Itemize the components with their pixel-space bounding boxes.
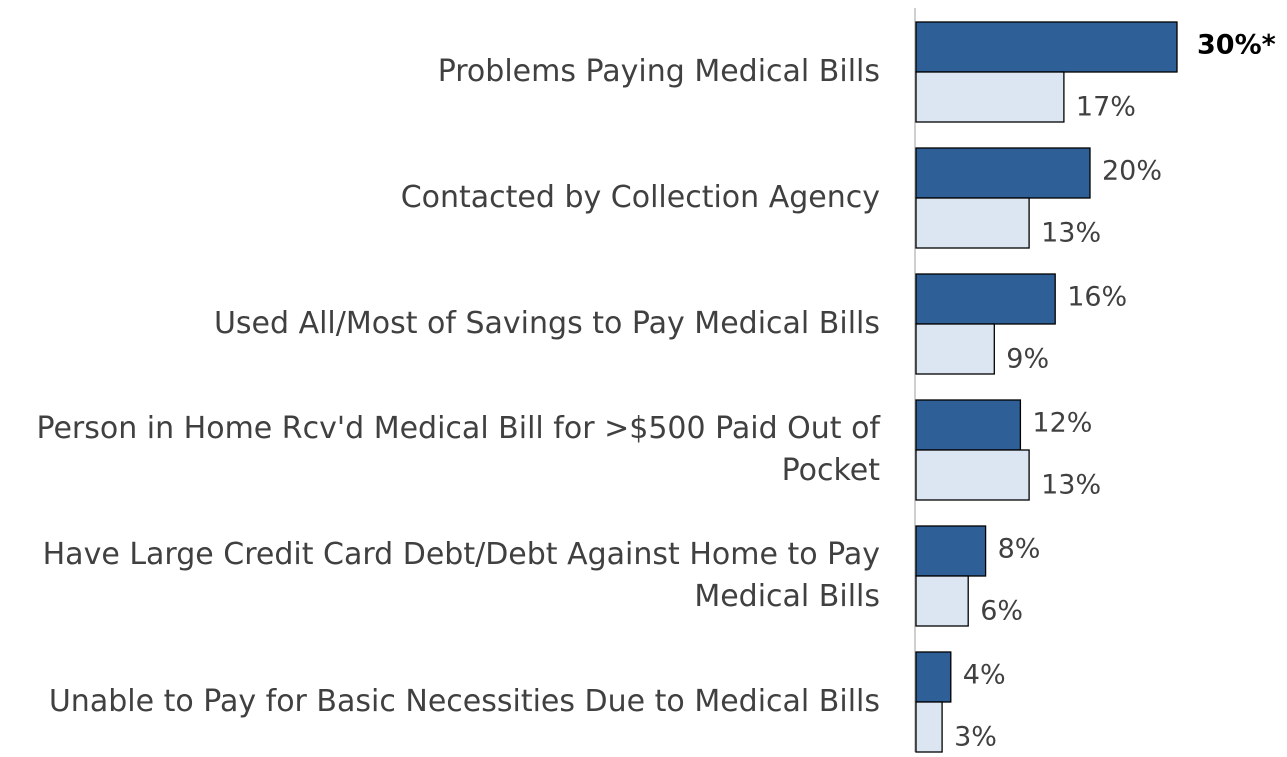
bar: [915, 651, 952, 703]
data-label: 13%: [1041, 470, 1101, 501]
data-label: 6%: [980, 596, 1023, 627]
bar: [915, 575, 969, 627]
category-label: Have Large Credit Card Debt/Debt Against…: [0, 513, 880, 639]
data-label: 17%: [1076, 92, 1136, 123]
category-label: Person in Home Rcv'd Medical Bill for >$…: [0, 387, 880, 513]
data-label: 9%: [1006, 344, 1049, 375]
bar: [915, 21, 1178, 73]
bar: [915, 71, 1065, 123]
bar: [915, 323, 995, 375]
data-label: 30%*: [1197, 30, 1276, 61]
data-label: 4%: [963, 660, 1006, 691]
bar: [915, 399, 1022, 451]
category-text: Unable to Pay for Basic Necessities Due …: [48, 684, 880, 719]
category-text: Used All/Most of Savings to Pay Medical …: [213, 306, 880, 341]
category-label: Unable to Pay for Basic Necessities Due …: [0, 639, 880, 757]
category-text: Have Large Credit Card Debt/Debt Against…: [42, 537, 880, 614]
bar: [915, 147, 1091, 199]
bar: [915, 701, 943, 753]
bar: [915, 273, 1056, 325]
data-label: 8%: [998, 534, 1041, 565]
category-text: Contacted by Collection Agency: [400, 180, 880, 215]
category-label: Problems Paying Medical Bills: [0, 9, 880, 135]
bar: [915, 525, 987, 577]
bar: [915, 197, 1030, 249]
data-label: 20%: [1102, 156, 1162, 187]
category-text: Problems Paying Medical Bills: [437, 54, 880, 89]
category-label: Contacted by Collection Agency: [0, 135, 880, 261]
data-label: 12%: [1032, 408, 1092, 439]
bar: [915, 449, 1030, 501]
data-label: 3%: [954, 722, 997, 753]
category-label: Used All/Most of Savings to Pay Medical …: [0, 261, 880, 387]
data-label: 16%: [1067, 282, 1127, 313]
data-label: 13%: [1041, 218, 1101, 249]
category-text: Person in Home Rcv'd Medical Bill for >$…: [36, 411, 880, 488]
